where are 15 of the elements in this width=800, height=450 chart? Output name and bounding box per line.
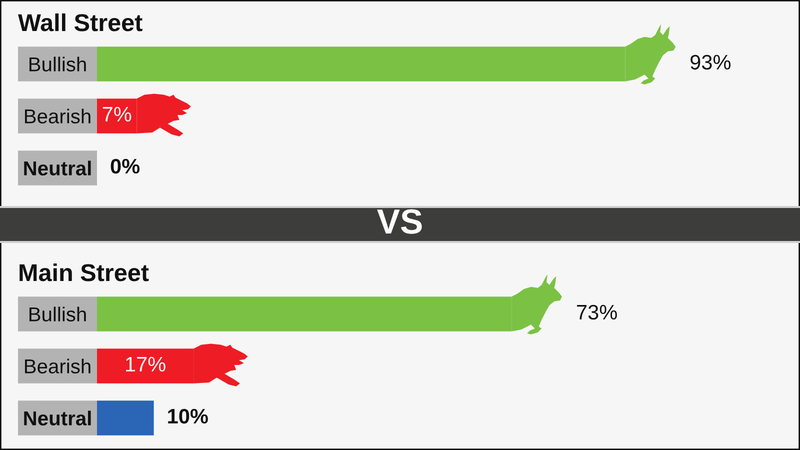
y-tick-label: Bullish <box>29 56 86 72</box>
y-tick-label: Bearish <box>25 108 90 124</box>
data-label: 10% <box>168 408 208 424</box>
data-label: 17% <box>126 356 166 372</box>
y-tick-label: Neutral <box>24 410 91 426</box>
data-label: 73% <box>577 304 617 320</box>
chart-title: Main Street <box>20 263 149 282</box>
text: VS <box>377 209 422 234</box>
y-tick-label: Bullish <box>29 306 86 322</box>
data-label: 93% <box>690 54 731 70</box>
chart-title: Wall Street <box>18 13 142 32</box>
data-label: 7% <box>102 106 132 122</box>
y-tick-label: Neutral <box>24 160 91 176</box>
data-label: 0% <box>110 158 140 174</box>
y-tick-label: Bearish <box>25 358 90 374</box>
